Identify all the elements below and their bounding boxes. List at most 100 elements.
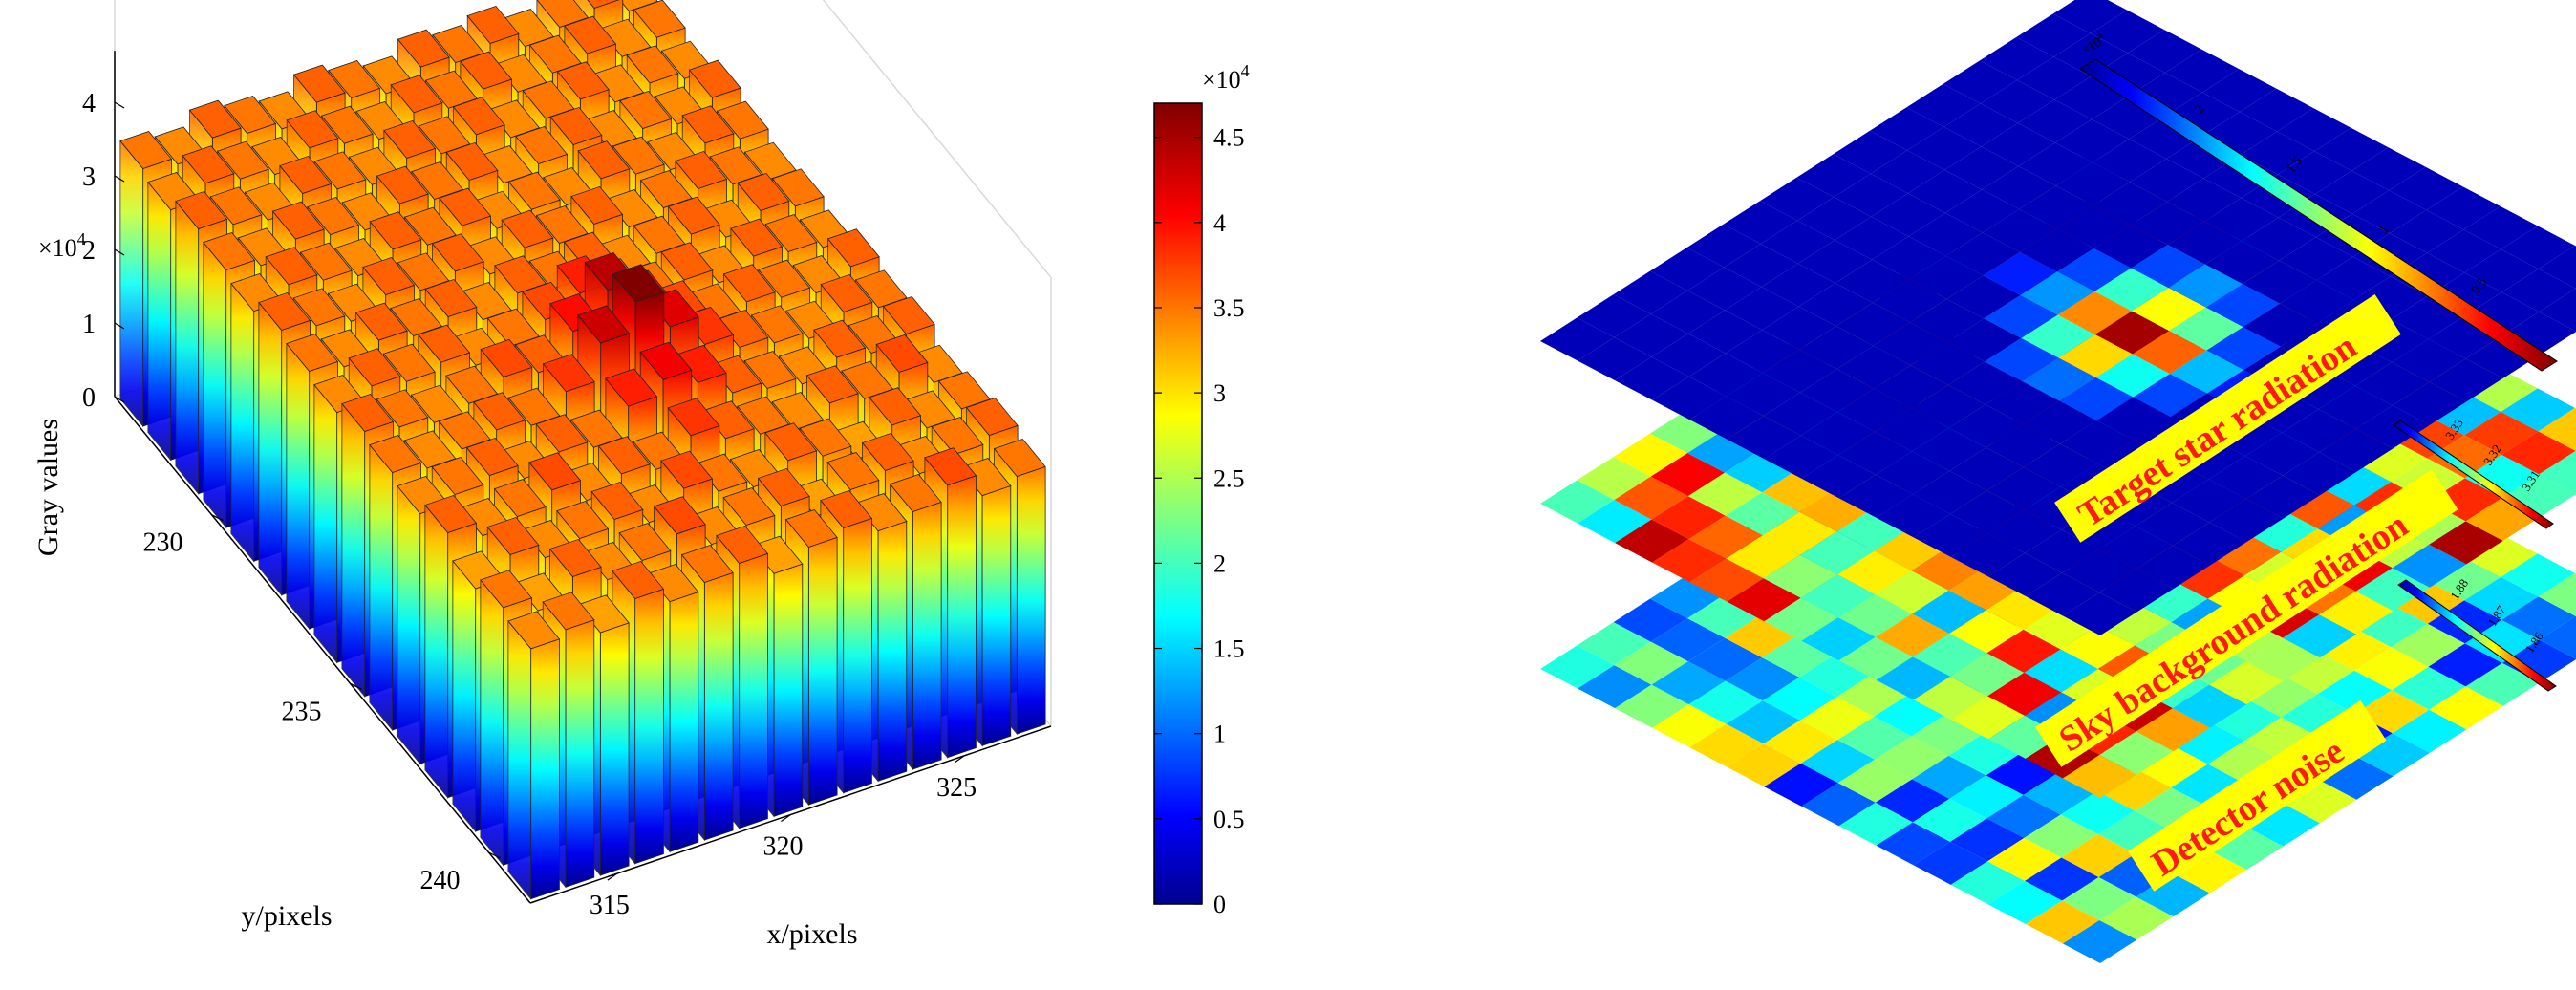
heatmap-cell bbox=[2538, 407, 2576, 451]
heatmap-cell bbox=[2277, 108, 2351, 152]
heatmap-cell bbox=[2135, 503, 2210, 547]
bar-top bbox=[660, 242, 714, 281]
heatmap-cell bbox=[1652, 539, 1727, 583]
heatmap-cell bbox=[2097, 767, 2172, 811]
heatmap-cell bbox=[1875, 736, 1949, 780]
colorbar-tick-label: 1 bbox=[1213, 721, 1226, 748]
bar-top bbox=[688, 59, 741, 98]
heatmap-cell bbox=[1875, 779, 1950, 823]
heatmap-cell bbox=[2280, 651, 2355, 695]
heatmap-cell bbox=[2314, 127, 2389, 171]
x-tick-label: 315 bbox=[590, 891, 630, 920]
heatmap-cell bbox=[1870, 107, 1944, 151]
bar-top bbox=[480, 338, 533, 377]
bar-top bbox=[965, 397, 1019, 436]
heatmap-cell bbox=[2463, 533, 2538, 577]
bar-top bbox=[605, 368, 658, 407]
bar-top bbox=[681, 105, 735, 144]
heatmap-cell bbox=[1762, 349, 1837, 393]
heatmap-cell bbox=[1688, 353, 1763, 397]
heatmap-cell bbox=[1910, 341, 1986, 385]
heatmap-cell bbox=[1982, 165, 2056, 209]
heatmap-cell bbox=[1912, 798, 1987, 842]
heatmap-cell bbox=[1837, 431, 1913, 475]
heatmap-cell bbox=[2319, 591, 2394, 635]
heatmap-cell bbox=[2093, 182, 2168, 226]
heatmap-cell bbox=[2095, 354, 2170, 398]
heatmap-cell bbox=[2170, 555, 2245, 599]
heatmap-cell bbox=[2061, 834, 2136, 877]
heatmap-cell bbox=[2016, 13, 2091, 57]
bar-top bbox=[869, 387, 922, 426]
heatmap-cell bbox=[2280, 280, 2354, 324]
bar-face-left bbox=[424, 504, 449, 799]
bar-top bbox=[354, 302, 408, 341]
z-tick-label: 1 bbox=[82, 310, 96, 339]
heatmap-cell bbox=[1801, 455, 1876, 499]
heatmap-cell bbox=[1944, 189, 2020, 233]
heatmap-cell bbox=[1949, 447, 2024, 491]
heatmap-cell bbox=[1764, 597, 1838, 641]
heatmap-cell bbox=[2209, 499, 2284, 543]
bar-face-left bbox=[397, 484, 421, 765]
sky-background-label-box bbox=[2035, 469, 2458, 767]
bar-top bbox=[764, 213, 818, 253]
heatmap-cell bbox=[1873, 322, 1948, 366]
bar-top bbox=[522, 80, 575, 119]
bar-top bbox=[618, 522, 672, 562]
bar-face-left bbox=[258, 301, 283, 596]
heatmap-cell bbox=[2244, 717, 2319, 761]
bar-top bbox=[341, 393, 395, 432]
heatmap-cell bbox=[1614, 476, 1688, 520]
heatmap-cell bbox=[1907, 126, 1982, 170]
bar-top bbox=[432, 24, 485, 64]
colorbar: ×104 0 0.5 1 1.5 2 2.5 3 3.5 4 4.5 bbox=[1153, 61, 1250, 918]
bar-top bbox=[542, 592, 595, 631]
heatmap-cell bbox=[1950, 818, 2025, 862]
heatmap-cell bbox=[1727, 578, 1801, 622]
x-tick-mark bbox=[607, 872, 618, 881]
heatmap-cell bbox=[2538, 572, 2576, 616]
heatmap-cell bbox=[2136, 873, 2210, 917]
bar-top bbox=[501, 209, 554, 248]
heatmap-cell bbox=[1836, 345, 1911, 389]
heatmap-cell bbox=[2245, 803, 2320, 847]
heatmap-cell bbox=[1838, 802, 1913, 846]
bar-top bbox=[403, 430, 457, 469]
heatmap-cell bbox=[2060, 420, 2135, 463]
heatmap-cell bbox=[1875, 570, 1949, 614]
heatmap-cell bbox=[2022, 357, 2096, 401]
bar-top bbox=[431, 233, 484, 272]
bar-top bbox=[418, 324, 471, 363]
bar-face-front bbox=[807, 536, 838, 806]
heatmap-cell bbox=[1763, 392, 1838, 436]
heatmap-cell bbox=[2277, 151, 2352, 195]
colorbar-tick-label: 0.5 bbox=[1213, 806, 1245, 833]
bar-top bbox=[771, 392, 825, 431]
bar-top bbox=[820, 273, 873, 312]
heatmap-cell bbox=[2136, 546, 2210, 590]
heatmap-cell bbox=[2018, 142, 2093, 186]
heatmap-cell bbox=[2242, 217, 2316, 261]
heatmap-cell bbox=[1908, 212, 1983, 256]
bar-top bbox=[292, 64, 346, 103]
heatmap-cell bbox=[1797, 197, 1872, 241]
noise-colorbar-bar bbox=[2397, 579, 2557, 692]
heatmap-cell bbox=[2204, 198, 2279, 242]
heatmap-cell bbox=[1761, 263, 1835, 307]
colorbar-ticks: 0 0.5 1 1.5 2 2.5 3 3.5 4 4.5 bbox=[1154, 124, 1245, 918]
detector-noise-label-box bbox=[2128, 699, 2387, 892]
bar-top bbox=[119, 130, 173, 170]
heatmap-cell bbox=[1577, 622, 1651, 666]
heatmap-cell bbox=[1875, 451, 1950, 495]
heatmap-cell bbox=[2355, 405, 2430, 449]
bar-top bbox=[390, 75, 443, 114]
heatmap-cell bbox=[1987, 509, 2062, 553]
heatmap-cell bbox=[2464, 619, 2540, 663]
colorbar-tick-label: 1.5 bbox=[1213, 635, 1245, 663]
heatmap-cell bbox=[1578, 500, 1652, 544]
heatmap-cell bbox=[2354, 647, 2429, 691]
bar bbox=[507, 611, 561, 900]
heatmap-cell bbox=[1950, 533, 2026, 577]
bar-top bbox=[653, 496, 706, 535]
